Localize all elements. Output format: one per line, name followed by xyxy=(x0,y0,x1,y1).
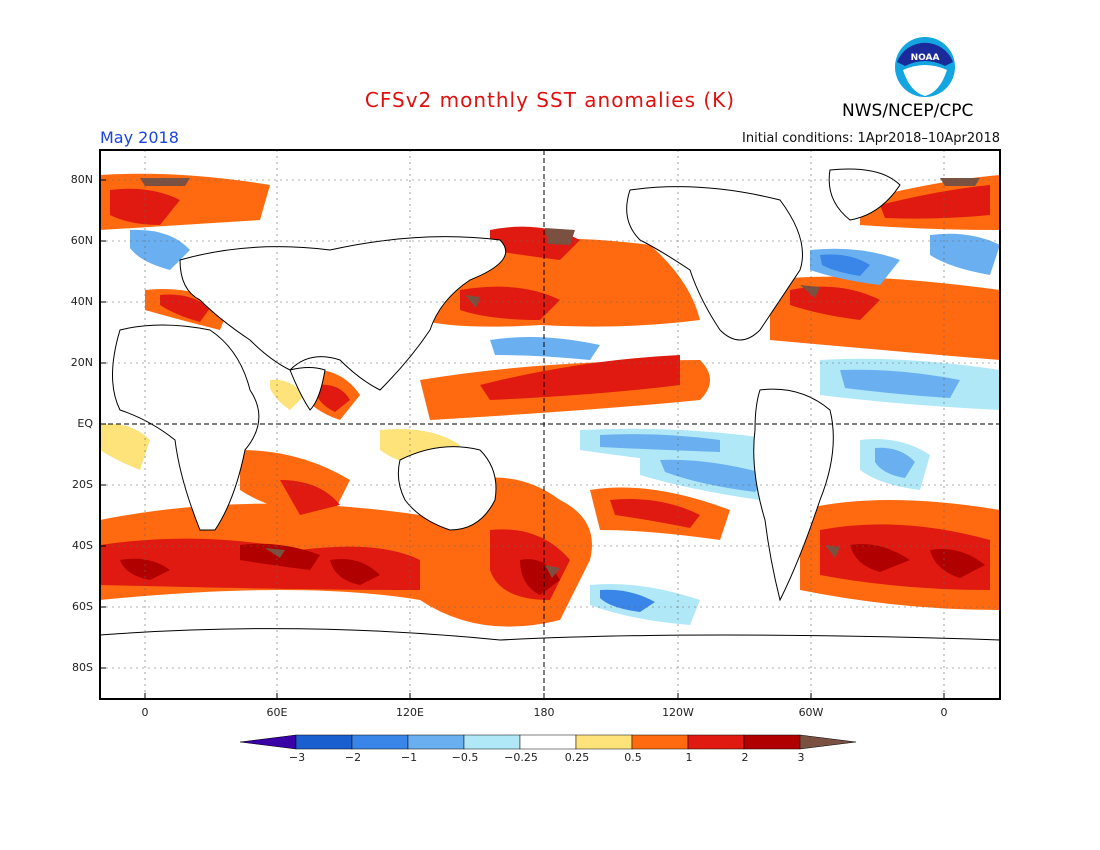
agency-label: NWS/NCEP/CPC xyxy=(842,101,974,121)
colorbar-segment xyxy=(295,734,353,750)
colorbar-label: −1 xyxy=(400,751,418,764)
y-tick-label: 20S xyxy=(72,478,93,491)
colorbar-label: 0.5 xyxy=(624,751,642,764)
y-tick-label: 60N xyxy=(70,234,93,247)
x-tick-label: 60E xyxy=(266,706,288,719)
colorbar-label: −0.25 xyxy=(504,751,538,764)
equator-and-dateline xyxy=(100,150,1000,699)
x-tick-label: 120E xyxy=(396,706,424,719)
x-tick-label: 120W xyxy=(662,706,694,719)
colorbar-segment xyxy=(631,734,689,750)
y-tick-label: 60S xyxy=(72,600,93,613)
colorbar-label: 1 xyxy=(685,751,693,764)
x-tick-label: 60W xyxy=(798,706,824,719)
colorbar-label: −2 xyxy=(344,751,362,764)
colorbar-segment xyxy=(799,734,857,750)
y-tick-label: 80S xyxy=(72,661,93,674)
colorbar-label: −3 xyxy=(288,751,306,764)
colorbar-segment xyxy=(575,734,633,750)
axis-ticks xyxy=(100,179,945,699)
x-tick-label: 0 xyxy=(940,706,948,719)
colorbar-segment xyxy=(239,734,297,750)
map-gridlines xyxy=(100,150,1000,699)
forecast-month-label: May 2018 xyxy=(100,128,179,147)
y-tick-label: 40N xyxy=(70,295,93,308)
x-tick-label: 0 xyxy=(141,706,149,719)
x-tick-label: 180 xyxy=(533,706,555,719)
initial-conditions-label: Initial conditions: 1Apr2018–10Apr2018 xyxy=(742,131,1000,146)
y-tick-label: EQ xyxy=(77,417,93,430)
colorbar-segment xyxy=(687,734,745,750)
colorbar-label: −0.5 xyxy=(451,751,479,764)
colorbar-segment xyxy=(743,734,801,750)
y-tick-label: 40S xyxy=(72,539,93,552)
colorbar-label: 2 xyxy=(741,751,749,764)
colorbar-segment xyxy=(463,734,521,750)
colorbar-segment xyxy=(519,734,577,750)
y-tick-label: 20N xyxy=(70,356,93,369)
colorbar-segment xyxy=(351,734,409,750)
colorbar-label: 0.25 xyxy=(564,751,590,764)
colorbar-label: 3 xyxy=(797,751,805,764)
continent-outlines xyxy=(100,168,1000,699)
y-tick-label: 80N xyxy=(70,173,93,186)
colorbar-segment xyxy=(407,734,465,750)
map-title: CFSv2 monthly SST anomalies (K) xyxy=(364,88,736,112)
noaa-logo-text: NOAA xyxy=(910,53,940,63)
